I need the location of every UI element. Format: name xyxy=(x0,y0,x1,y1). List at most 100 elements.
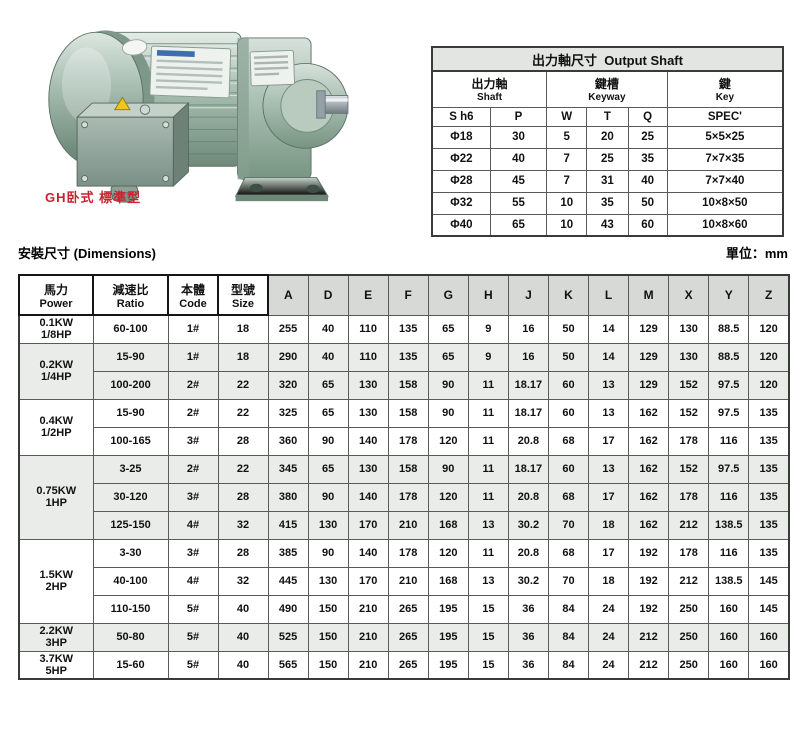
cell: 40 xyxy=(217,622,269,652)
model-caption: GH卧式 標準型 xyxy=(45,190,142,205)
table-row: 3.7KW 5HP 15-60 5# 40 565 150 210 265 195 15 36 84 24… xyxy=(18,650,790,680)
shaft-collar xyxy=(316,90,326,119)
cell: 120 xyxy=(427,538,469,568)
cell: 129 xyxy=(628,342,670,372)
power-cell: 3.7KW 5HP xyxy=(18,650,94,680)
table-row: 125-150 4# 32 415 130 170 210 168 13 30.2 70 18 162 2… xyxy=(19,510,790,540)
shaft-highlight xyxy=(324,98,348,102)
cell: 178 xyxy=(668,482,710,512)
cell: 162 xyxy=(628,398,670,428)
cell: 40-100 xyxy=(92,566,169,596)
cell: 320 xyxy=(267,370,309,400)
cell: 10 xyxy=(546,213,588,237)
cell: 11 xyxy=(467,482,509,512)
output-shaft-table: 出力軸尺寸 Output Shaft 出力軸 Shaft 鍵槽 Keyway 鍵… xyxy=(431,46,784,237)
cell: 138.5 xyxy=(708,510,750,540)
cell: 195 xyxy=(427,622,469,652)
cell: 385 xyxy=(267,538,309,568)
cell: 4# xyxy=(167,566,219,596)
cell: 65 xyxy=(307,454,349,484)
gearbox-flange xyxy=(237,37,249,180)
cell: 162 xyxy=(628,510,670,540)
warning-triangle-icon xyxy=(113,96,131,111)
cell: 2# xyxy=(167,398,219,428)
header-ratio: 減速比 Ratio xyxy=(92,274,169,316)
table-row: 40-100 4# 32 445 130 170 210 168 13 30.2 70 18 192 21… xyxy=(19,566,790,596)
cell: 120 xyxy=(748,342,790,372)
cell: 90 xyxy=(307,482,349,512)
cell: 55 xyxy=(489,191,548,215)
cell: 110 xyxy=(347,314,389,344)
column-header: W xyxy=(546,106,588,127)
cell: 140 xyxy=(347,538,389,568)
cell: 3# xyxy=(167,426,219,456)
table-row: 2.2KW 3HP 50-80 5# 40 525 150 210 265 195 15 36 84 24… xyxy=(18,622,790,652)
column-header: G xyxy=(427,274,469,316)
cell: 40 xyxy=(627,169,668,193)
cell: 116 xyxy=(708,482,750,512)
cell: 10×8×60 xyxy=(666,213,784,237)
cell: 68 xyxy=(547,538,590,568)
output-shaft xyxy=(323,95,349,114)
cell: 90 xyxy=(427,398,469,428)
cell: 18.17 xyxy=(507,454,549,484)
cell: 30-120 xyxy=(92,482,169,512)
cell: 30 xyxy=(489,125,548,149)
cell: Φ22 xyxy=(431,147,491,171)
cell: 1# xyxy=(167,342,219,372)
cell: 18.17 xyxy=(507,398,549,428)
cell: 120 xyxy=(427,482,469,512)
cell: 40 xyxy=(307,342,349,372)
power-cell: 0.2KW 1/4HP xyxy=(18,342,94,400)
bolt-hole xyxy=(306,184,320,194)
cell: 212 xyxy=(628,650,670,680)
cell: 45 xyxy=(489,169,548,193)
cell: 14 xyxy=(587,342,630,372)
cell: 13 xyxy=(587,454,630,484)
motor-nameplate xyxy=(149,45,232,99)
dimensions-table: 馬力 Power 減速比 Ratio 本體 Code 型號 Size xyxy=(18,274,790,680)
cell: 7×7×35 xyxy=(666,147,784,171)
unit-label: 單位：mm xyxy=(725,246,788,261)
cell: 16 xyxy=(507,314,549,344)
cell: 20.8 xyxy=(507,426,549,456)
sticker-oval xyxy=(121,39,148,56)
cell: 32 xyxy=(217,566,269,596)
cell: 100-165 xyxy=(92,426,169,456)
cell: 88.5 xyxy=(708,342,750,372)
cell: 265 xyxy=(387,594,429,624)
cell: 65 xyxy=(489,213,548,237)
cell: 18.17 xyxy=(507,370,549,400)
cell: 4# xyxy=(167,510,219,540)
cell: 2# xyxy=(167,370,219,400)
cell: 178 xyxy=(387,538,429,568)
cell: 40 xyxy=(489,147,548,171)
cell: 250 xyxy=(668,622,710,652)
cell: 18 xyxy=(217,342,269,372)
cell: 35 xyxy=(586,191,629,215)
cell: 70 xyxy=(547,510,590,540)
cell: 110 xyxy=(347,342,389,372)
cell: 15 xyxy=(467,650,509,680)
cell: 525 xyxy=(267,622,309,652)
cell: 17 xyxy=(587,482,630,512)
table-row: 100-200 2# 22 320 65 130 158 90 11 18.17 60 13 129 15… xyxy=(19,370,790,400)
cell: 565 xyxy=(267,650,309,680)
cell: 125-150 xyxy=(92,510,169,540)
cell: 30.2 xyxy=(507,510,549,540)
cell: 1# xyxy=(167,314,219,344)
cell: 22 xyxy=(217,454,269,484)
cell: 250 xyxy=(668,650,710,680)
cell: 210 xyxy=(347,650,389,680)
table-row: 100-165 3# 28 360 90 140 178 120 11 20.8 68 17 162 17… xyxy=(19,426,790,456)
cell: 158 xyxy=(387,398,429,428)
cell: 65 xyxy=(307,398,349,428)
cell: 22 xyxy=(217,370,269,400)
cell: 130 xyxy=(307,566,349,596)
cell: 116 xyxy=(708,426,750,456)
group-header-row: 出力軸 Shaft 鍵槽 Keyway 鍵 Key xyxy=(431,70,784,108)
cell: 152 xyxy=(668,370,710,400)
cell: 135 xyxy=(748,398,790,428)
cell: 24 xyxy=(587,650,630,680)
